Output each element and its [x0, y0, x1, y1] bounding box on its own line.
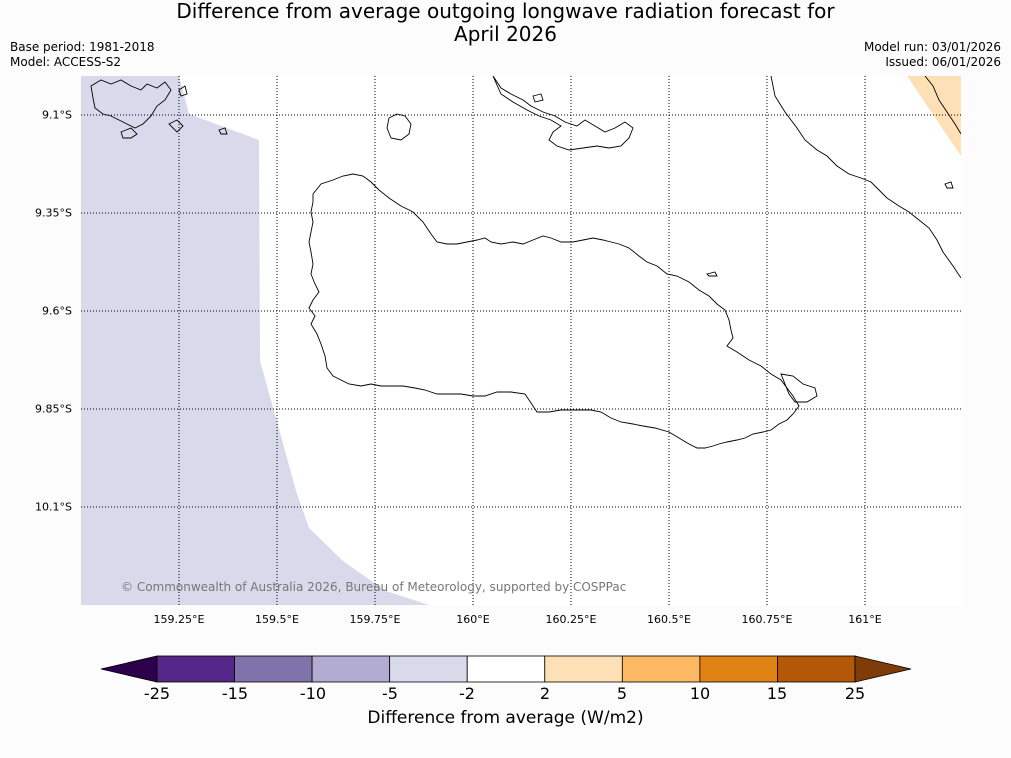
colorbar-tick-4: -5 [382, 684, 398, 703]
coastline-islet-7 [944, 181, 954, 189]
lon-label-2: 159.5°E [255, 613, 299, 626]
colorbar-segment [389, 655, 468, 683]
colorbar [100, 655, 912, 683]
meta-right: Model run: 03/01/2026 Issued: 06/01/2026 [864, 40, 1001, 70]
colorbar-segment [544, 655, 623, 683]
lon-label-4: 160°E [456, 613, 490, 626]
colorbar-segment [156, 655, 235, 683]
colorbar-extend-low [100, 655, 158, 683]
coastline-islet-4 [168, 119, 184, 133]
anomaly-area-negative [81, 76, 429, 605]
meta-left: Base period: 1981-2018 Model: ACCESS-S2 [10, 40, 155, 70]
colorbar-title: Difference from average (W/m2) [367, 708, 644, 728]
colorbar-segment [234, 655, 313, 683]
coastline-small-island [386, 113, 412, 141]
colorbar-tick-2: -15 [221, 684, 249, 703]
model-text: Model: ACCESS-S2 [10, 55, 122, 69]
chart-title: Difference from average outgoing longwav… [0, 0, 1011, 46]
colorbar-segment [621, 655, 701, 683]
lon-label-8: 161°E [848, 613, 882, 626]
colorbar-segment [699, 655, 778, 683]
coastline-russell-islands [90, 79, 172, 129]
coastline-islet [706, 271, 718, 277]
coastline-marau [780, 373, 818, 403]
coastline-islet-2 [532, 93, 544, 103]
gridlines [81, 76, 961, 605]
lon-label-3: 159.75°E [349, 613, 401, 626]
coastline-islet-3 [120, 127, 138, 139]
lat-label-2: 9.35°S [35, 206, 72, 220]
colorbar-tick-9: 15 [766, 684, 788, 703]
colorbar-segment [311, 655, 391, 683]
colorbar-segment [777, 655, 856, 683]
lon-label-7: 160.75°E [741, 613, 793, 626]
coastlines [90, 76, 961, 449]
base-period-text: Base period: 1981-2018 [10, 40, 155, 54]
colorbar-tick-6: 2 [539, 684, 551, 703]
colorbar-tick-3: -10 [299, 684, 327, 703]
title-line-1: Difference from average outgoing longwav… [176, 0, 835, 23]
lat-label-4: 9.85°S [35, 402, 72, 416]
model-run-text: Model run: 03/01/2026 [863, 40, 1001, 54]
title-line-2: April 2026 [454, 22, 557, 46]
colorbar-tick-7: 5 [616, 684, 628, 703]
lon-label-1: 159.25°E [153, 613, 205, 626]
colorbar-segment [466, 655, 546, 683]
lon-label-5: 160.25°E [545, 613, 597, 626]
coastline-malaita [770, 76, 961, 279]
colorbar-extend-high [854, 655, 912, 683]
colorbar-tick-5: -2 [459, 684, 475, 703]
colorbar-tick-8: 10 [689, 684, 711, 703]
copyright-text: © Commonwealth of Australia 2026, Bureau… [121, 580, 627, 594]
lat-label-5: 10.1°S [35, 500, 72, 514]
lon-label-6: 160.5°E [647, 613, 691, 626]
coastline-florida-islands [492, 76, 634, 151]
map-svg [81, 76, 961, 605]
anomaly-area-positive [907, 76, 961, 156]
coastline-islet-5 [218, 127, 228, 135]
map-panel[interactable] [81, 76, 961, 605]
lat-label-3: 9.6°S [42, 304, 72, 318]
issued-text: Issued: 06/01/2026 [885, 55, 1001, 69]
lat-label-1: 9.1°S [42, 108, 72, 122]
coastline-main-island [308, 173, 800, 449]
coastline-malaita-east [924, 76, 961, 135]
coastline-islet-6 [178, 85, 188, 97]
colorbar-tick-10: 25 [844, 684, 866, 703]
colorbar-tick-1: -25 [143, 684, 171, 703]
